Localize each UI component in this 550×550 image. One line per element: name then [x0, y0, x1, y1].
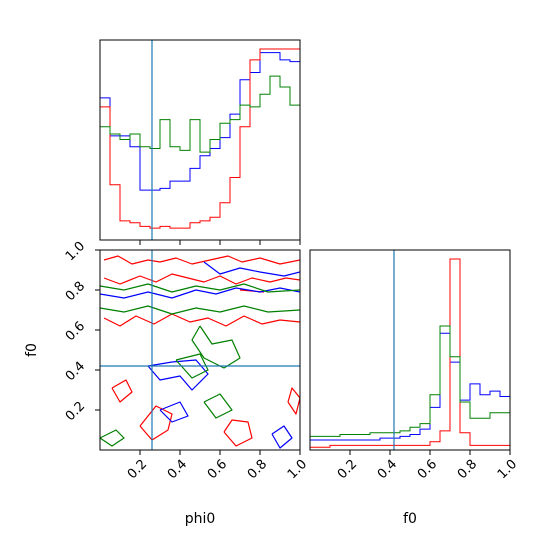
contour-red	[223, 419, 253, 447]
x-tick-label: 0.2	[125, 457, 150, 482]
y-axis-label-f0: f0	[24, 343, 40, 357]
histogram-blue-series	[100, 52, 300, 191]
x-tick-label: 0.6	[205, 457, 230, 482]
contour-blue	[147, 359, 209, 391]
contour-green	[203, 393, 233, 419]
contour-red	[103, 313, 300, 327]
x-tick-label: 1.0	[285, 457, 310, 482]
panel-frame	[99, 39, 301, 241]
y-tick-label: 0.6	[63, 319, 88, 344]
contour-red	[287, 387, 300, 415]
histogram-f0-panel: 0.2 0.4 0.6 0.8 1.0	[309, 249, 520, 482]
contour-red	[139, 405, 173, 441]
x-tick-label: 0.4	[375, 457, 400, 482]
histogram-green-series	[100, 75, 300, 153]
contour-red	[103, 255, 300, 265]
x-axis-label-f0: f0	[403, 511, 417, 527]
x-tick-label: 0.8	[455, 457, 480, 482]
y-tick-label: 0.8	[63, 279, 88, 304]
histogram-green-series	[310, 325, 510, 437]
contour-blue	[203, 261, 300, 277]
panel-frame	[309, 249, 511, 451]
contour-red	[111, 379, 133, 403]
x-tick-label: 0.6	[415, 457, 440, 482]
contour-green	[100, 305, 300, 315]
x-tick-label: 1.0	[495, 457, 520, 482]
joint-phi0-f0-panel: 0.2 0.4 0.6 0.8 1.0 0.2 0.4 0.6 0.8 1.0	[63, 239, 310, 482]
contour-green	[191, 325, 241, 369]
contour-green	[100, 283, 300, 293]
joint-contours	[100, 255, 300, 449]
histogram-red-series	[100, 48, 300, 229]
histogram-blue-series	[310, 332, 510, 441]
contour-blue	[159, 401, 189, 423]
panel-frame	[99, 249, 301, 451]
contour-green	[175, 353, 209, 379]
contour-green	[100, 429, 125, 447]
histogram-red-series	[310, 258, 510, 448]
y-tick-label: 1.0	[63, 239, 88, 264]
y-tick-label: 0.4	[63, 359, 88, 384]
histogram-phi0-panel	[99, 39, 301, 245]
contour-red	[103, 273, 300, 285]
contour-blue	[271, 425, 293, 449]
x-axis-label-phi0: phi0	[185, 511, 216, 527]
x-tick-label: 0.8	[245, 457, 270, 482]
x-tick-label: 0.2	[335, 457, 360, 482]
x-tick-label: 0.4	[165, 457, 190, 482]
contour-blue	[100, 287, 300, 299]
y-tick-label: 0.2	[63, 399, 88, 424]
